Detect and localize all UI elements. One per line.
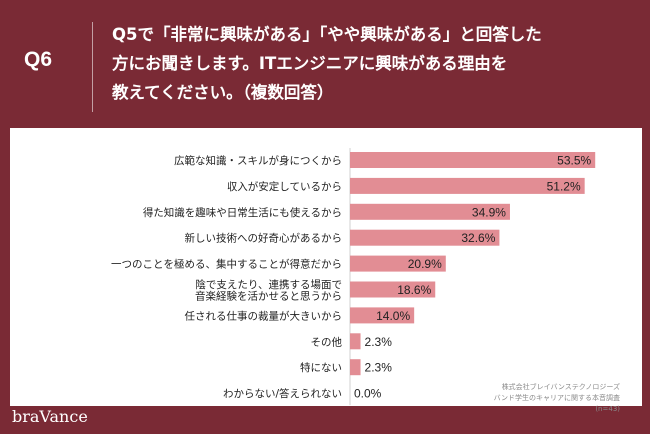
category-label: 得た知識を趣味や日常生活にも使えるから xyxy=(143,206,342,219)
bar xyxy=(350,177,585,194)
value-label: 14.0% xyxy=(376,309,410,323)
category-label: わからない/答えられない xyxy=(223,387,342,400)
value-label: 18.6% xyxy=(397,283,431,297)
category-label: 広範な知識・スキルが身につくから xyxy=(174,154,342,167)
value-label: 34.9% xyxy=(472,205,506,219)
bar xyxy=(350,255,446,272)
category-label: その他 xyxy=(311,335,343,348)
category-label: 一つのことを極める、集中することが得意だから xyxy=(111,258,342,271)
value-label: 2.3% xyxy=(365,335,393,349)
question-line: 方にお聞きします。ITエンジニアに興味がある理由を xyxy=(112,54,508,73)
bar xyxy=(350,152,596,168)
bar xyxy=(350,359,361,376)
source-line: 株式会社ブレイバンステクノロジーズ xyxy=(501,383,620,391)
bar xyxy=(350,333,361,350)
category-label: 収入が安定しているから xyxy=(227,180,342,193)
question-line: 教えてください。（複数回答） xyxy=(112,83,334,102)
question-text: Q5で「非常に興味がある」「やや興味がある」と回答した 方にお聞きします。ITエ… xyxy=(112,20,632,107)
source-note: 株式会社ブレイバンステクノロジーズ バンド学生のキャリアに関する本音調査 (n=… xyxy=(400,382,620,415)
bar xyxy=(350,307,415,324)
brand-logo: braVance xyxy=(12,407,88,426)
bar xyxy=(350,229,500,246)
category-label: 陰で支えたり、連携する場面で音楽経験を活かせると思うから xyxy=(195,278,342,303)
header-divider xyxy=(92,22,93,112)
question-number: Q6 xyxy=(24,48,53,71)
source-line: バンド学生のキャリアに関する本音調査 xyxy=(493,394,620,402)
category-label: 任される仕事の裁量が大きいから xyxy=(185,309,343,322)
bar xyxy=(350,281,436,298)
value-label: 20.9% xyxy=(408,257,442,271)
value-label: 2.3% xyxy=(365,361,393,375)
value-label: 0.0% xyxy=(354,387,382,401)
question-line: Q5で「非常に興味がある」「やや興味がある」と回答した xyxy=(112,25,542,44)
source-line: (n=43) xyxy=(595,405,620,413)
chart-panel xyxy=(10,128,642,406)
bar xyxy=(350,203,510,220)
value-label: 32.6% xyxy=(461,231,495,245)
category-label: 新しい技術への好奇心があるから xyxy=(185,232,343,245)
value-label: 51.2% xyxy=(547,179,581,193)
value-label: 53.5% xyxy=(557,154,591,168)
category-label: 特にない xyxy=(300,362,342,374)
